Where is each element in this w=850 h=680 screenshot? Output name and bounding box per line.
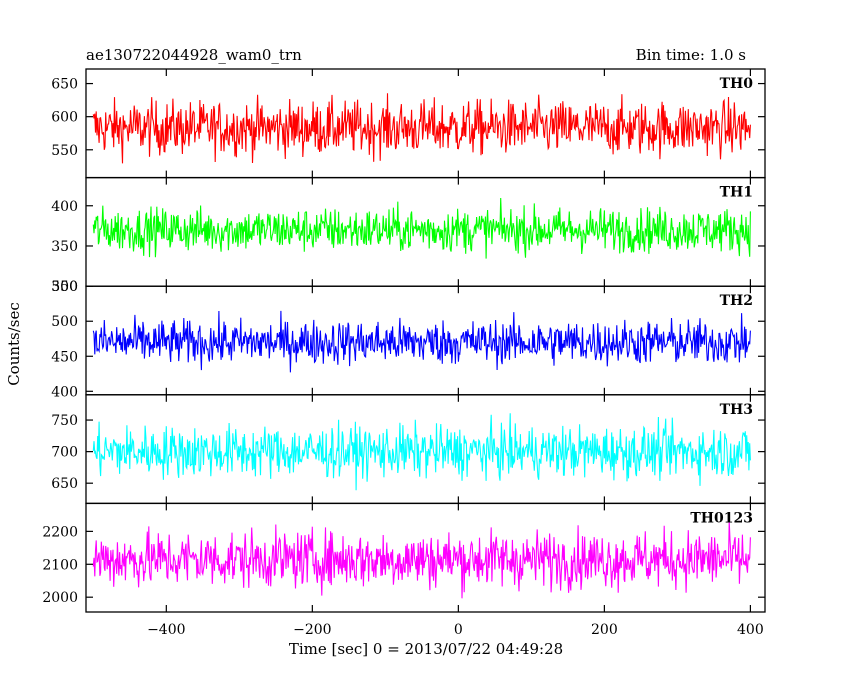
y-tick-label-th3: 650 (51, 476, 78, 492)
y-tick-label-th0123: 2100 (42, 557, 78, 573)
y-tick-label-th3: 750 (51, 413, 78, 429)
series-line-th3 (92, 413, 751, 491)
y-tick-label-th1: 350 (51, 239, 78, 255)
x-tick-label: 0 (454, 622, 463, 638)
series-line-th2 (92, 310, 751, 373)
series-line-th0 (92, 93, 751, 164)
y-tick-label-th0: 600 (51, 110, 78, 126)
panel-label-th0: TH0 (720, 76, 754, 92)
x-tick-label: −400 (147, 622, 185, 638)
y-tick-label-th0123: 2200 (42, 524, 78, 540)
y-tick-label-th0123: 2000 (42, 590, 78, 606)
y-tick-label-th1: 400 (51, 199, 78, 215)
y-tick-label-th1: 300 (51, 279, 78, 295)
y-tick-label-th0: 650 (51, 77, 78, 93)
series-line-th0123 (92, 520, 751, 599)
panel-label-th1: TH1 (720, 185, 753, 201)
chart-title: ae130722044928_wam0_trn (86, 46, 302, 64)
panel-frame-th0123 (85, 502, 766, 613)
panels-group: 550 600 650 TH0 300 350 400 TH1 400 450 500 550 TH2 6… (42, 68, 766, 638)
x-tick-label: 400 (737, 622, 764, 638)
x-tick-label: −200 (293, 622, 331, 638)
y-tick-label-th2: 500 (51, 314, 78, 330)
y-axis-label: Counts/sec (5, 302, 23, 386)
bin-time-label: Bin time: 1.0 s (636, 46, 746, 64)
x-tick-label: 200 (591, 622, 618, 638)
y-tick-label-th2: 450 (51, 349, 78, 365)
y-tick-label-th0: 550 (51, 143, 78, 159)
panel-label-th3: TH3 (720, 402, 753, 418)
y-tick-label-th2: 400 (51, 384, 78, 400)
y-tick-label-th3: 700 (51, 445, 78, 461)
x-axis-label: Time [sec] 0 = 2013/07/22 04:49:28 (289, 640, 563, 658)
y-tick-label-th2: 550 (51, 279, 78, 295)
panel-label-th2: TH2 (720, 293, 753, 309)
panel-label-th0123: TH0123 (690, 510, 753, 526)
series-line-th1 (92, 197, 751, 259)
